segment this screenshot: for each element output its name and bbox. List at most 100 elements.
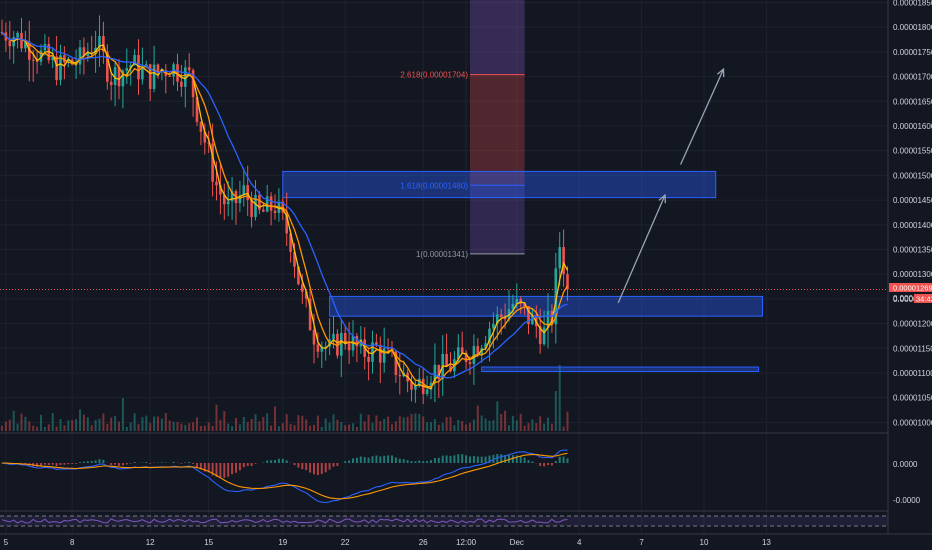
volume-bar [160,418,163,431]
macd-histogram-bar [348,460,351,463]
time-tick-label: 19 [278,538,287,547]
volume-bar [433,419,436,431]
volume-bar [301,415,304,431]
volume-bar [394,421,397,431]
candle-body [484,343,487,349]
macd-histogram-bar [75,463,78,464]
candle-body [215,181,218,186]
candle-body [347,342,351,351]
macd-histogram-bar [410,461,413,463]
volume-bar [211,425,214,431]
macd-histogram-bar [196,463,198,468]
macd-histogram-bar [246,463,249,466]
macd-histogram-bar [328,463,331,470]
support-resistance-zones[interactable] [282,170,763,372]
candle-body [254,194,257,218]
volume-bar [566,411,569,431]
candle-body [43,44,47,51]
candle-body [480,348,483,356]
macd-tick-negative: -0.0000 [893,496,921,505]
candle-body [488,328,491,344]
rsi-band [0,516,888,526]
volume-bar [203,425,206,431]
macd-histogram-bar [110,463,113,465]
volume-bar [184,424,187,431]
volume-bar [441,422,444,431]
macd-histogram-bar [51,463,54,465]
candle-body [199,121,203,132]
candle-body [523,303,526,307]
rsi-pane [0,515,888,527]
candle-body [63,55,66,63]
volume-bar [55,426,58,431]
volume-bar [535,423,538,431]
time-axis[interactable]: 5 8 12 15 19 22 26 12:00 Dec 4 7 10 13 [4,538,772,547]
candle-body [78,47,82,65]
candle-body [24,41,27,49]
macd-histogram-bar [476,456,479,463]
candle-body [496,314,499,324]
volume-bar [129,422,132,431]
volume-bar [219,419,222,431]
candle-body [137,54,140,80]
macd-histogram-bar [406,460,409,463]
macd-histogram-bar [82,461,85,463]
volume-bar [422,416,425,431]
candle-body [492,323,495,329]
macd-histogram-bar [149,463,152,464]
volume-bar [547,417,549,431]
projection-arrow[interactable] [617,194,666,304]
arrow-head [716,67,725,78]
volume-bar [223,411,226,431]
volume-bar [79,409,81,431]
macd-histogram-bar [359,456,362,463]
projection-arrows[interactable] [617,67,725,304]
macd-histogram-bar [254,463,257,464]
macd-histogram-bar [114,463,117,465]
volume-bar [86,417,89,431]
volume-bar [238,424,241,431]
candle-body [332,333,335,340]
lower-zone[interactable] [481,366,760,372]
fib-zone-top [470,0,525,75]
macd-histogram-bar [313,463,315,475]
upper-zone[interactable] [282,170,717,199]
macd-line [1,449,568,504]
price-axis[interactable]: 0.00001850 0.00001800 0.00001750 0.00001700… [893,0,932,427]
macd-histogram-bar [118,463,120,466]
volume-bar [469,422,471,431]
volume-bar [98,418,101,431]
volume-bar [63,425,66,431]
volume-bar [414,413,417,431]
volume-bar [426,422,429,431]
candle-body [250,199,253,218]
volume-bar [137,424,140,431]
volume-bar [168,420,171,431]
volume-bar [515,420,518,431]
macd-histogram-bar [293,463,296,466]
volume-bar [106,423,109,431]
volume-bar [379,421,382,431]
volume-bar [192,422,195,431]
volume-bar [461,421,464,431]
volume-bar [285,414,288,431]
fibonacci-extension[interactable]: 2.618(0.00001704) 1.618(0.00001480) 1(0.00… [400,0,525,259]
candle-body [129,65,132,68]
macd-histogram-bar [496,454,499,463]
candle-body [554,268,558,325]
candle-body [230,191,234,202]
candle-body [98,36,101,48]
volume-bar [94,419,97,431]
volume-bar [359,413,362,431]
volume-bar [418,413,421,431]
candle-body [297,266,300,285]
macd-histogram-bar [47,463,50,465]
middle-zone[interactable] [329,295,763,317]
macd-histogram-bar [199,463,202,470]
volume-bar [59,419,62,431]
macd-histogram-bar [94,460,97,463]
projection-arrow[interactable] [680,68,725,165]
fib-zone-lower [470,185,525,254]
fib-level-label: 1.618(0.00001480) [400,181,468,190]
